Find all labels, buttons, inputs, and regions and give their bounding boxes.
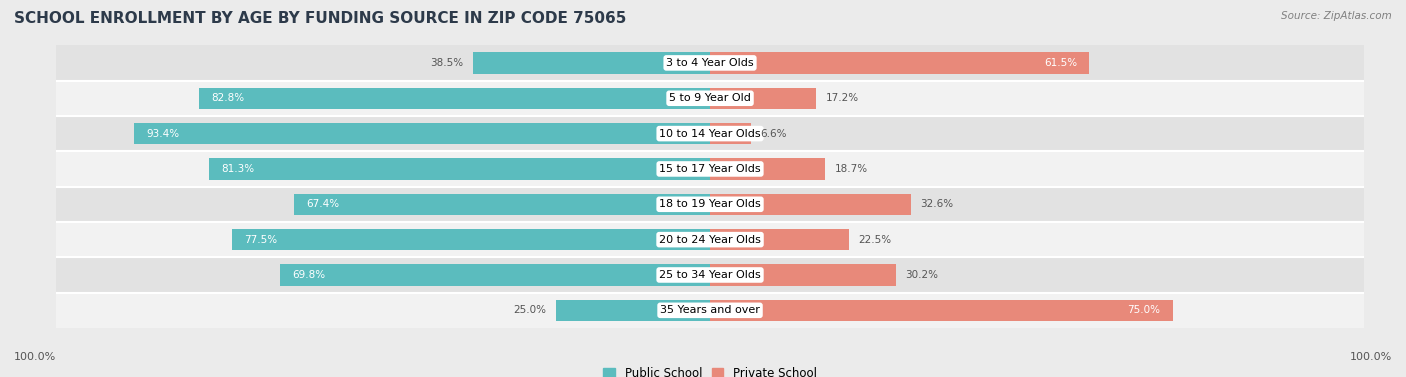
Bar <box>56 151 1364 187</box>
Bar <box>56 81 1364 116</box>
Text: Source: ZipAtlas.com: Source: ZipAtlas.com <box>1281 11 1392 21</box>
Bar <box>710 264 896 286</box>
Bar <box>710 123 751 144</box>
Bar <box>56 222 1364 257</box>
Bar <box>710 194 911 215</box>
Bar <box>208 158 710 179</box>
Bar <box>472 52 710 74</box>
Text: 5 to 9 Year Old: 5 to 9 Year Old <box>669 93 751 103</box>
Bar <box>200 88 710 109</box>
Text: 35 Years and over: 35 Years and over <box>659 305 761 315</box>
Bar <box>710 300 1173 321</box>
Text: 100.0%: 100.0% <box>1350 352 1392 362</box>
Bar <box>710 52 1090 74</box>
Bar <box>56 257 1364 293</box>
Bar <box>56 116 1364 151</box>
Text: 6.6%: 6.6% <box>761 129 786 139</box>
Text: 18.7%: 18.7% <box>835 164 868 174</box>
Bar <box>280 264 710 286</box>
Bar <box>56 45 1364 81</box>
Text: 77.5%: 77.5% <box>245 234 277 245</box>
Bar <box>710 158 825 179</box>
Text: 38.5%: 38.5% <box>430 58 464 68</box>
Text: 69.8%: 69.8% <box>292 270 325 280</box>
Bar <box>134 123 710 144</box>
Text: 18 to 19 Year Olds: 18 to 19 Year Olds <box>659 199 761 209</box>
Text: 15 to 17 Year Olds: 15 to 17 Year Olds <box>659 164 761 174</box>
Bar <box>56 293 1364 328</box>
Text: 25.0%: 25.0% <box>513 305 547 315</box>
Text: 75.0%: 75.0% <box>1128 305 1160 315</box>
Legend: Public School, Private School: Public School, Private School <box>599 362 821 377</box>
Bar <box>555 300 710 321</box>
Text: 17.2%: 17.2% <box>825 93 859 103</box>
Bar <box>56 187 1364 222</box>
Text: 10 to 14 Year Olds: 10 to 14 Year Olds <box>659 129 761 139</box>
Bar <box>710 229 849 250</box>
Text: 22.5%: 22.5% <box>858 234 891 245</box>
Bar <box>294 194 710 215</box>
Bar <box>710 88 815 109</box>
Text: 30.2%: 30.2% <box>905 270 939 280</box>
Text: 81.3%: 81.3% <box>221 164 254 174</box>
Text: 20 to 24 Year Olds: 20 to 24 Year Olds <box>659 234 761 245</box>
Text: 25 to 34 Year Olds: 25 to 34 Year Olds <box>659 270 761 280</box>
Text: 3 to 4 Year Olds: 3 to 4 Year Olds <box>666 58 754 68</box>
Text: 82.8%: 82.8% <box>212 93 245 103</box>
Text: SCHOOL ENROLLMENT BY AGE BY FUNDING SOURCE IN ZIP CODE 75065: SCHOOL ENROLLMENT BY AGE BY FUNDING SOUR… <box>14 11 627 26</box>
Text: 61.5%: 61.5% <box>1043 58 1077 68</box>
Text: 32.6%: 32.6% <box>921 199 953 209</box>
Text: 100.0%: 100.0% <box>14 352 56 362</box>
Text: 93.4%: 93.4% <box>146 129 180 139</box>
Bar <box>232 229 710 250</box>
Text: 67.4%: 67.4% <box>307 199 340 209</box>
